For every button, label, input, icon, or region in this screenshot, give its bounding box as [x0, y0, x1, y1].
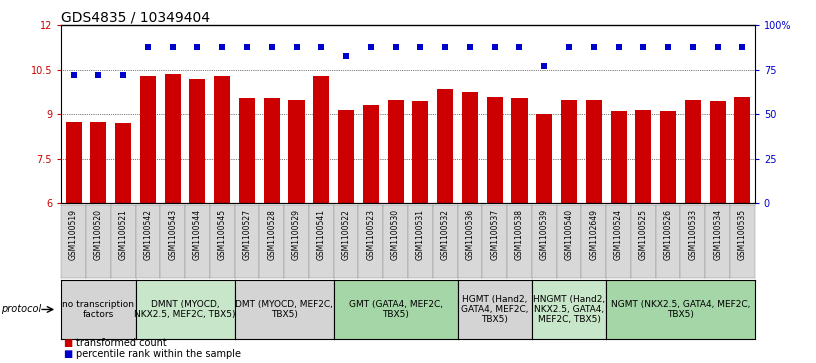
- Text: GSM1100531: GSM1100531: [416, 209, 425, 260]
- Point: [538, 64, 551, 69]
- Text: ■: ■: [63, 349, 72, 359]
- Text: GSM1100542: GSM1100542: [144, 209, 153, 260]
- Point: [588, 44, 601, 50]
- Point: [315, 44, 328, 50]
- Text: GSM1100521: GSM1100521: [118, 209, 127, 260]
- Point: [389, 44, 402, 50]
- Bar: [363, 105, 379, 203]
- Text: GSM1100530: GSM1100530: [391, 209, 400, 260]
- Text: NGMT (NKX2.5, GATA4, MEF2C,
TBX5): NGMT (NKX2.5, GATA4, MEF2C, TBX5): [611, 300, 750, 319]
- Bar: [536, 114, 552, 203]
- Bar: [710, 101, 725, 203]
- Point: [339, 53, 353, 58]
- Point: [191, 44, 204, 50]
- Text: GSM1100520: GSM1100520: [94, 209, 103, 260]
- Point: [215, 44, 228, 50]
- Point: [241, 44, 254, 50]
- Text: GSM1100539: GSM1100539: [539, 209, 548, 260]
- Bar: [239, 98, 255, 203]
- Point: [562, 44, 575, 50]
- Point: [463, 44, 477, 50]
- Point: [636, 44, 650, 50]
- Bar: [289, 99, 304, 203]
- Bar: [140, 76, 156, 203]
- Point: [612, 44, 625, 50]
- Point: [67, 72, 80, 78]
- Point: [117, 72, 130, 78]
- Text: GSM1100541: GSM1100541: [317, 209, 326, 260]
- Bar: [91, 122, 106, 203]
- Bar: [189, 79, 206, 203]
- Bar: [586, 99, 602, 203]
- Text: GSM1100544: GSM1100544: [193, 209, 202, 260]
- Text: GSM1100528: GSM1100528: [268, 209, 277, 260]
- Point: [439, 44, 452, 50]
- Text: GSM1100522: GSM1100522: [342, 209, 351, 260]
- Bar: [610, 111, 627, 203]
- Bar: [115, 123, 131, 203]
- Text: GSM1102649: GSM1102649: [589, 209, 598, 260]
- Point: [662, 44, 675, 50]
- Text: percentile rank within the sample: percentile rank within the sample: [76, 349, 241, 359]
- Bar: [165, 74, 180, 203]
- Bar: [313, 76, 330, 203]
- Bar: [486, 97, 503, 203]
- Text: GMT (GATA4, MEF2C,
TBX5): GMT (GATA4, MEF2C, TBX5): [348, 300, 442, 319]
- Text: HNGMT (Hand2,
NKX2.5, GATA4,
MEF2C, TBX5): HNGMT (Hand2, NKX2.5, GATA4, MEF2C, TBX5…: [533, 294, 605, 325]
- Point: [141, 44, 154, 50]
- Text: GSM1100536: GSM1100536: [465, 209, 474, 260]
- Text: GSM1100540: GSM1100540: [565, 209, 574, 260]
- Text: GSM1100533: GSM1100533: [689, 209, 698, 260]
- Bar: [214, 76, 230, 203]
- Bar: [65, 122, 82, 203]
- Bar: [462, 92, 478, 203]
- Point: [686, 44, 699, 50]
- Bar: [636, 110, 651, 203]
- Text: GSM1100534: GSM1100534: [713, 209, 722, 260]
- Text: GSM1100537: GSM1100537: [490, 209, 499, 260]
- Text: GSM1100545: GSM1100545: [218, 209, 227, 260]
- Text: GSM1100523: GSM1100523: [366, 209, 375, 260]
- Point: [290, 44, 303, 50]
- Text: no transcription
factors: no transcription factors: [62, 300, 135, 319]
- Point: [736, 44, 749, 50]
- Bar: [264, 98, 280, 203]
- Text: GSM1100527: GSM1100527: [242, 209, 251, 260]
- Text: GSM1100529: GSM1100529: [292, 209, 301, 260]
- Point: [488, 44, 501, 50]
- Bar: [388, 99, 404, 203]
- Text: GSM1100535: GSM1100535: [738, 209, 747, 260]
- Text: DMT (MYOCD, MEF2C,
TBX5): DMT (MYOCD, MEF2C, TBX5): [235, 300, 333, 319]
- Text: GSM1100538: GSM1100538: [515, 209, 524, 260]
- Point: [92, 72, 105, 78]
- Text: transformed count: transformed count: [76, 338, 166, 348]
- Point: [711, 44, 724, 50]
- Text: GSM1100519: GSM1100519: [69, 209, 78, 260]
- Bar: [685, 99, 701, 203]
- Point: [513, 44, 526, 50]
- Bar: [561, 99, 577, 203]
- Point: [414, 44, 427, 50]
- Text: GSM1100526: GSM1100526: [663, 209, 672, 260]
- Point: [364, 44, 377, 50]
- Bar: [512, 98, 527, 203]
- Text: GDS4835 / 10349404: GDS4835 / 10349404: [61, 11, 211, 25]
- Bar: [412, 101, 428, 203]
- Point: [166, 44, 180, 50]
- Text: DMNT (MYOCD,
NKX2.5, MEF2C, TBX5): DMNT (MYOCD, NKX2.5, MEF2C, TBX5): [135, 300, 236, 319]
- Text: GSM1100524: GSM1100524: [614, 209, 623, 260]
- Text: protocol: protocol: [1, 305, 41, 314]
- Point: [265, 44, 278, 50]
- Bar: [660, 111, 676, 203]
- Text: GSM1100532: GSM1100532: [441, 209, 450, 260]
- Text: GSM1100525: GSM1100525: [639, 209, 648, 260]
- Bar: [338, 110, 354, 203]
- Text: GSM1100543: GSM1100543: [168, 209, 177, 260]
- Bar: [734, 97, 751, 203]
- Text: HGMT (Hand2,
GATA4, MEF2C,
TBX5): HGMT (Hand2, GATA4, MEF2C, TBX5): [461, 294, 529, 325]
- Text: ■: ■: [63, 338, 72, 348]
- Bar: [437, 89, 453, 203]
